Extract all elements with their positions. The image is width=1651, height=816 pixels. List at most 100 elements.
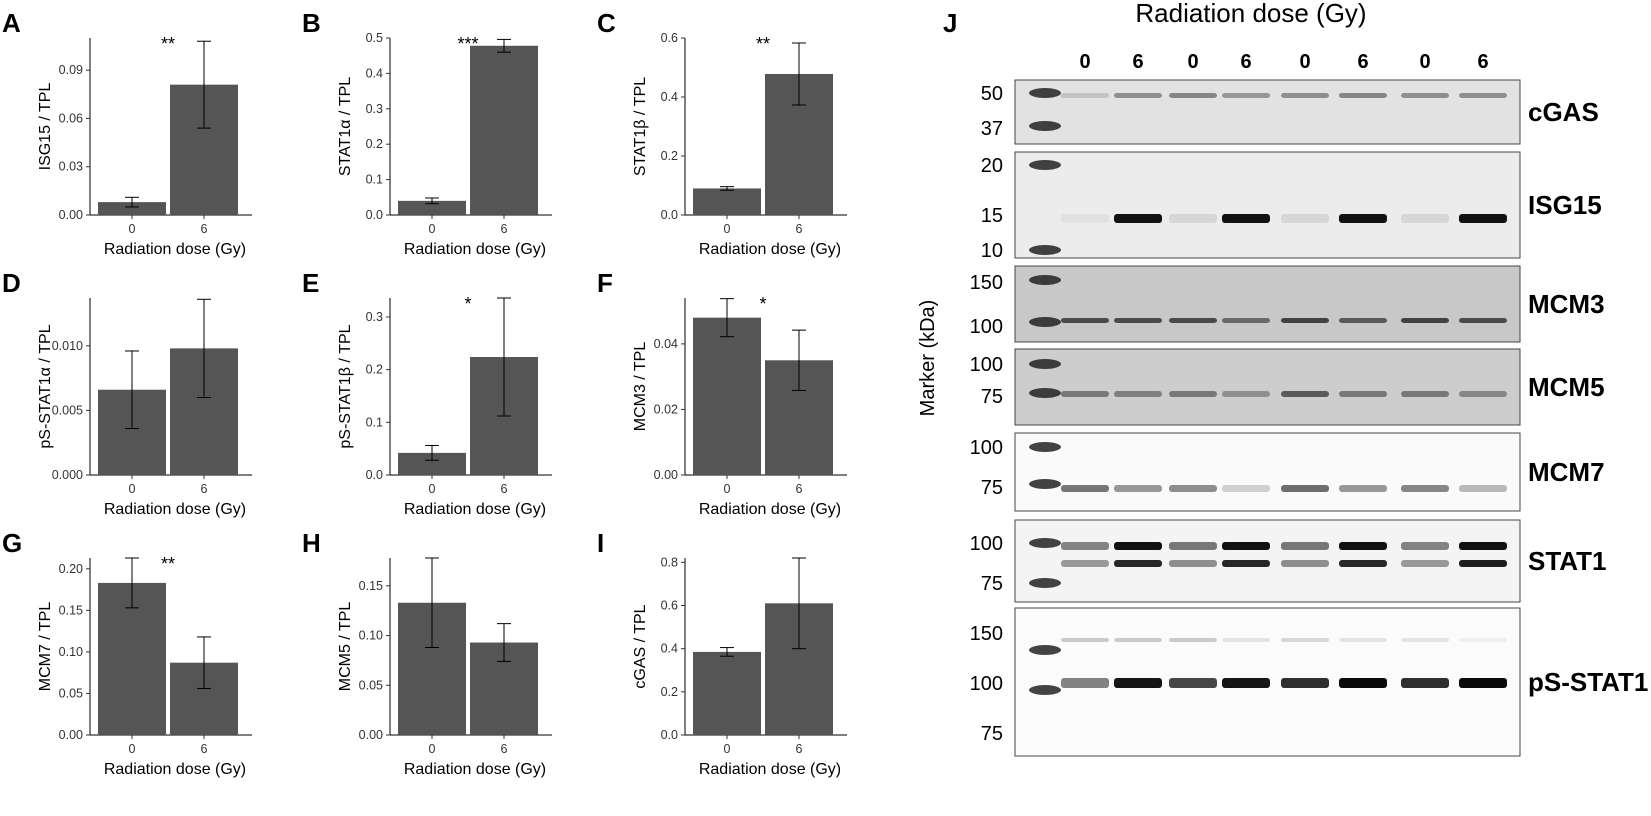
marker-label-100: 100 <box>970 673 1003 695</box>
sample-band <box>1339 93 1387 98</box>
lane-label-4: 0 <box>1299 51 1310 73</box>
ladder-band <box>1029 685 1061 695</box>
panel-letter-b: B <box>302 8 321 38</box>
marker-label-75: 75 <box>981 723 1003 745</box>
y-tick-label: 0.20 <box>59 562 83 576</box>
y-axis-title: MCM5 / TPL <box>337 602 354 692</box>
bar-charts: A0.000.030.060.090 6**Radiation dose (Gy)… <box>2 8 847 778</box>
bar-0 <box>693 651 761 735</box>
sample-band <box>1459 542 1507 550</box>
sample-band <box>1281 214 1329 223</box>
chart-b: B 0.0 0.1 0.2 0.3 0.4 0.5 0 6 *** Radiation dose (… <box>302 8 552 258</box>
x-axis-title: Radiation dose (Gy) <box>404 241 546 258</box>
x-tick-label: 0 <box>724 742 731 756</box>
ladder-band <box>1029 317 1061 327</box>
bar-0 <box>98 202 166 215</box>
sample-band <box>1169 391 1217 397</box>
y-tick-label: 0.2 <box>366 363 383 377</box>
sample-band <box>1222 560 1270 567</box>
x-axis-title: Radiation dose (Gy) <box>699 501 841 518</box>
blot-strip-isg15: 20 15 10 ISG15 <box>981 151 1602 262</box>
x-axis-title: Radiation dose (Gy) <box>404 501 546 518</box>
lane-label-7: 6 <box>1477 51 1488 73</box>
y-tick-label: 0.6 <box>661 31 678 45</box>
protein-label-mcm7: MCM7 <box>1528 457 1605 487</box>
y-tick-label: 0.010 <box>52 339 83 353</box>
lane-label-0: 0 <box>1079 51 1090 73</box>
y-tick-label: 0.05 <box>59 686 83 700</box>
x-tick-label: 0 <box>129 222 136 236</box>
ladder-band <box>1029 88 1061 98</box>
panel-letter-h: H <box>302 528 321 558</box>
sample-band <box>1061 93 1109 98</box>
panel-letter-f: F <box>597 268 613 298</box>
marker-label-50: 50 <box>981 83 1003 105</box>
sample-band <box>1339 214 1387 223</box>
sample-band <box>1169 485 1217 492</box>
y-tick-label: 0.4 <box>661 642 678 656</box>
protein-label-psstat1: pS-STAT1 <box>1528 667 1648 697</box>
y-axis-title: pS-STAT1β / TPL <box>337 324 354 448</box>
marker-label-10: 10 <box>981 240 1003 262</box>
sample-band <box>1281 485 1329 492</box>
sample-band <box>1339 678 1387 688</box>
sample-band <box>1401 542 1449 550</box>
significance-label: *** <box>457 34 478 54</box>
protein-label-isg15: ISG15 <box>1528 190 1602 220</box>
x-tick-label: 0 <box>429 742 436 756</box>
sample-band <box>1061 542 1109 550</box>
ladder-band <box>1029 245 1061 255</box>
lane-label-3: 6 <box>1240 51 1251 73</box>
chart-c: C 0.0 0.2 0.4 0.6 0 6 ** Radiation dose (Gy) STAT… <box>597 8 847 258</box>
sample-band <box>1222 214 1270 223</box>
marker-label-75: 75 <box>981 477 1003 499</box>
y-tick-label: 0.06 <box>59 111 83 125</box>
y-axis-title: STAT1α / TPL <box>337 77 354 176</box>
x-tick-label: 6 <box>201 482 208 496</box>
sample-band <box>1459 678 1507 688</box>
y-tick-label: 0.04 <box>654 337 678 351</box>
x-tick-label: 0 <box>724 222 731 236</box>
sample-band <box>1114 214 1162 223</box>
sample-band <box>1061 391 1109 397</box>
sample-band <box>1281 542 1329 550</box>
marker-label-15: 15 <box>981 205 1003 227</box>
x-tick-label: 0 <box>129 482 136 496</box>
y-tick-label: 0.005 <box>52 403 83 417</box>
y-tick-label: 0.2 <box>366 137 383 151</box>
x-tick-label: 0 <box>724 482 731 496</box>
marker-label-150: 150 <box>970 623 1003 645</box>
chart-g: G 0.00 0.05 0.10 0.15 0.20 0 6 ** Radiation dose … <box>2 528 252 778</box>
blot-strip-mcm3: 150 100 MCM3 <box>970 265 1605 343</box>
y-tick-label: 0.3 <box>366 310 383 324</box>
marker-label-100: 100 <box>970 316 1003 338</box>
y-axis-title: STAT1β / TPL <box>632 77 649 176</box>
y-axis-title: ISG15 / TPL <box>37 83 54 171</box>
sample-band <box>1114 678 1162 688</box>
sample-band <box>1281 638 1329 642</box>
marker-label-100: 100 <box>970 437 1003 459</box>
sample-band <box>1061 318 1109 323</box>
blot-strip-stat1: 100 75 STAT1 <box>970 519 1606 603</box>
x-tick-label: 6 <box>501 742 508 756</box>
ladder-band <box>1029 645 1061 655</box>
marker-label-75: 75 <box>981 573 1003 595</box>
western-blot-panel: J Radiation dose (Gy) 0 6 0 6 0 6 0 6 Marker (kDa)… <box>917 0 1648 757</box>
lane-label-1: 6 <box>1132 51 1143 73</box>
strip-frame <box>1014 151 1521 259</box>
sample-band <box>1114 638 1162 642</box>
y-tick-label: 0.00 <box>359 728 383 742</box>
sample-band <box>1459 391 1507 397</box>
sample-band <box>1339 318 1387 323</box>
ladder-band <box>1029 538 1061 548</box>
protein-label-cgas: cGAS <box>1528 97 1599 127</box>
panel-letter-i: I <box>597 528 604 558</box>
y-tick-label: 0.0 <box>661 208 678 222</box>
marker-label-75: 75 <box>981 386 1003 408</box>
lane-label-6: 0 <box>1419 51 1430 73</box>
y-tick-label: 0.09 <box>59 63 83 77</box>
strip-frame <box>1014 432 1521 512</box>
ladder-band <box>1029 479 1061 489</box>
x-tick-label: 6 <box>201 742 208 756</box>
marker-label-100: 100 <box>970 533 1003 555</box>
